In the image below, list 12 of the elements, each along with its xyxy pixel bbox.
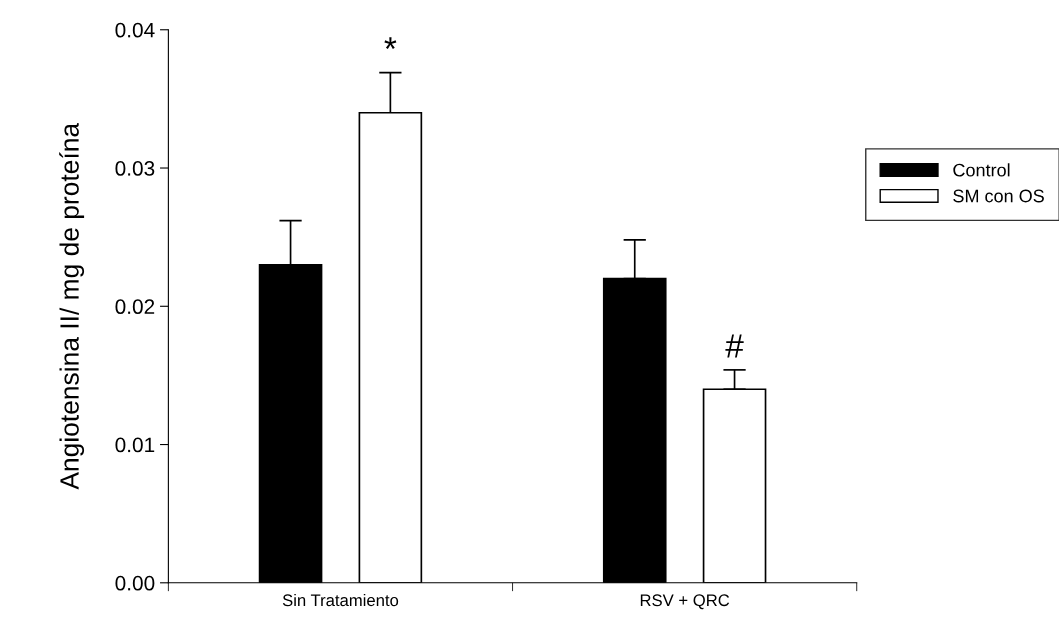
y-tick-label: 0.03 — [115, 161, 155, 176]
legend-label: SM con OS — [953, 189, 1044, 203]
x-tick-label: RSV + QRC — [640, 594, 730, 610]
y-tick-label: 0.01 — [115, 437, 155, 453]
y-tick-label: 0.04 — [115, 22, 155, 38]
x-tick-label: Sin Tratamiento — [282, 593, 399, 607]
y-tick-label: 0.02 — [115, 299, 155, 315]
legend-label: Control — [953, 163, 1010, 177]
annotation: # — [725, 334, 744, 358]
y-tick-label: 0.00 — [115, 575, 155, 591]
y-axis-title: Angiotensina II/ mg de proteína — [59, 122, 85, 490]
annotation: * — [384, 37, 397, 49]
